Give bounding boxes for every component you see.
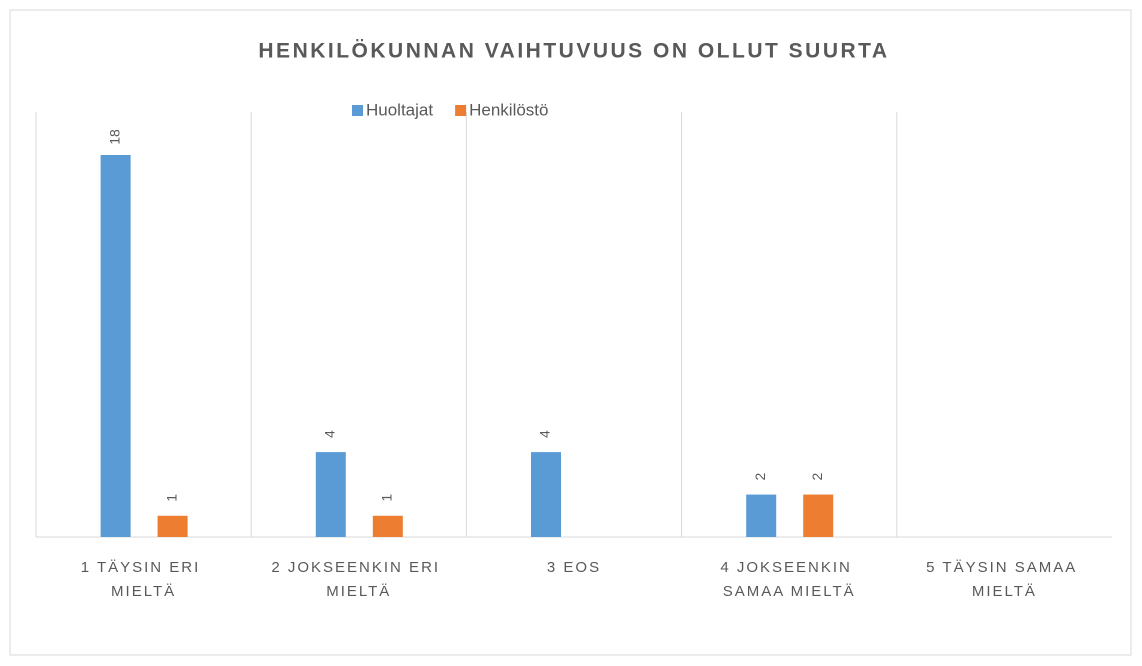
bar <box>531 452 561 537</box>
legend-label: Henkilöstö <box>469 100 548 119</box>
legend-swatch <box>352 105 363 116</box>
value-label: 1 <box>379 494 395 502</box>
bar <box>315 452 346 537</box>
x-tick-label: 2 JOKSEENKIN ERI MIELTÄ <box>271 559 446 600</box>
legend-swatch <box>455 105 467 116</box>
bar <box>100 155 131 537</box>
bar <box>157 515 188 537</box>
bar <box>372 515 403 537</box>
value-label: 2 <box>809 472 825 480</box>
bar <box>803 494 834 537</box>
value-label: 2 <box>752 472 768 480</box>
bar <box>746 494 777 537</box>
x-tick-label: 4 JOKSEENKIN SAMAA MIELTÄ <box>720 559 858 600</box>
value-label: 4 <box>322 430 338 438</box>
value-label: 18 <box>106 129 122 145</box>
chart-title: HENKILÖKUNNAN VAIHTUVUUS ON OLLUT SUURTA <box>258 40 889 63</box>
value-label: 4 <box>537 430 553 438</box>
x-tick-label: 5 TÄYSIN SAMAA MIELTÄ <box>926 559 1082 600</box>
x-tick-label: 1 TÄYSIN ERI MIELTÄ <box>81 559 207 600</box>
x-tick-label: 3 EOS <box>547 559 601 576</box>
value-label: 1 <box>163 494 179 502</box>
legend-label: Huoltajat <box>366 100 433 119</box>
chart-frame <box>9 9 1132 656</box>
